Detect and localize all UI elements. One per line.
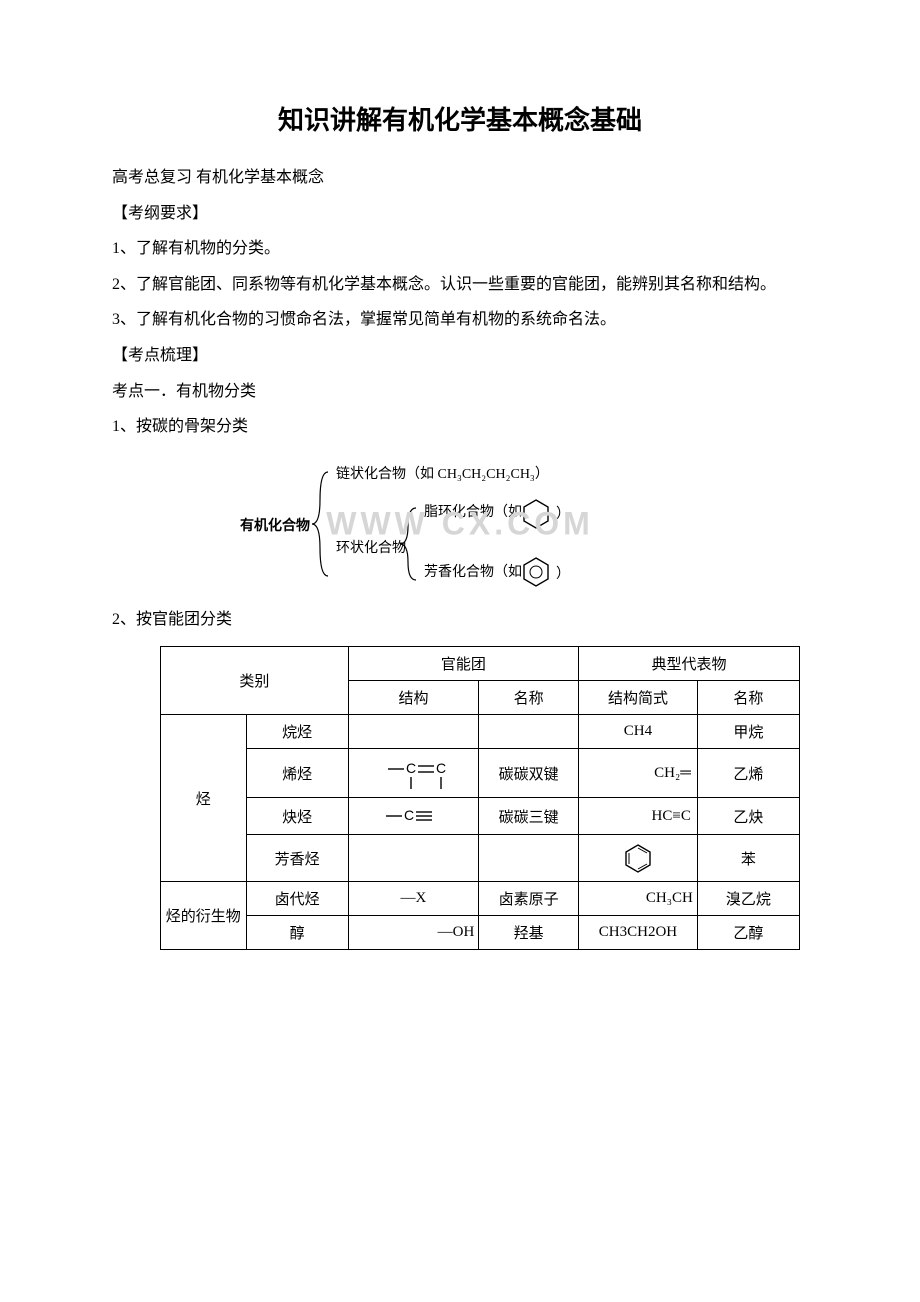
cell-gname: 卤素原子 xyxy=(479,882,579,916)
subtitle: 高考总复习 有机化学基本概念 xyxy=(80,165,840,191)
cell-formula: CH₂═ xyxy=(579,749,698,798)
inner-brace xyxy=(400,508,416,580)
cell-sub: 醇 xyxy=(246,916,348,950)
svg-text:C: C xyxy=(404,807,414,823)
page-title: 知识讲解有机化学基本概念基础 xyxy=(80,100,840,137)
table-row: 炔烃 C 碳碳三键 HC≡C 乙炔 xyxy=(161,798,800,835)
classification-diagram: 有机化合物 链状化合物（如 CH₃CH₂CH₂CH₃） 环状化合物 脂环化合物（… xyxy=(80,452,840,597)
section-requirements-heading: 【考纲要求】 xyxy=(80,201,840,227)
col-structure: 结构 xyxy=(348,681,479,715)
cell-cname: 甲烷 xyxy=(697,715,799,749)
benzene-cell-icon xyxy=(618,841,658,875)
cell-formula: CH4 xyxy=(579,715,698,749)
col-gname: 名称 xyxy=(479,681,579,715)
close-paren-2: ） xyxy=(556,566,570,582)
double-bond-icon: C C xyxy=(374,755,452,791)
cell-gstruct: C xyxy=(348,798,479,835)
table-row: 芳香烃 苯 xyxy=(161,835,800,882)
cell-gname: 碳碳三键 xyxy=(479,798,579,835)
col-formula: 结构简式 xyxy=(579,681,698,715)
point-1: 考点一．有机物分类 xyxy=(80,379,840,405)
requirement-3: 3、了解有机化合物的习惯命名法，掌握常见简单有机物的系统命名法。 xyxy=(80,307,840,333)
cell-sub: 芳香烃 xyxy=(246,835,348,882)
benzene-icon xyxy=(524,558,548,586)
section-outline-heading: 【考点梳理】 xyxy=(80,343,840,369)
cell-gname xyxy=(479,715,579,749)
cell-sub: 烷烃 xyxy=(246,715,348,749)
cell-formula: CH₃CH xyxy=(579,882,698,916)
triple-bond-icon: C xyxy=(374,804,452,828)
cell-sub: 炔烃 xyxy=(246,798,348,835)
cell-gstruct xyxy=(348,715,479,749)
cell-gname xyxy=(479,835,579,882)
cell-gname: 羟基 xyxy=(479,916,579,950)
cell-formula: HC≡C xyxy=(579,798,698,835)
subpoint-1: 1、按碳的骨架分类 xyxy=(80,414,840,440)
cell-formula xyxy=(579,835,698,882)
col-category: 类别 xyxy=(161,647,349,715)
hexagon-icon xyxy=(524,500,548,528)
svg-text:C: C xyxy=(406,760,416,776)
alicyclic-label: 脂环化合物（如 xyxy=(424,504,522,520)
svg-text:C: C xyxy=(436,760,446,776)
requirement-2: 2、了解官能团、同系物等有机化学基本概念。认识一些重要的官能团，能辨别其名称和结… xyxy=(80,272,840,298)
cell-gstruct: —OH xyxy=(348,916,479,950)
cell-cname: 乙烯 xyxy=(697,749,799,798)
aromatic-label: 芳香化合物（如 xyxy=(424,563,522,580)
table-row: 醇 —OH 羟基 CH3CH2OH 乙醇 xyxy=(161,916,800,950)
outer-brace xyxy=(312,472,328,576)
table-row: 烃的衍生物 卤代烃 —X 卤素原子 CH₃CH 溴乙烷 xyxy=(161,882,800,916)
cell-cname: 苯 xyxy=(697,835,799,882)
table-row: 烯烃 C C 碳碳双键 CH₂═ 乙烯 xyxy=(161,749,800,798)
table-row: 烃 烷烃 CH4 甲烷 xyxy=(161,715,800,749)
cell-gname: 碳碳双键 xyxy=(479,749,579,798)
root-label: 有机化合物 xyxy=(240,517,310,534)
cell-gstruct: C C xyxy=(348,749,479,798)
cell-cname: 乙醇 xyxy=(697,916,799,950)
cell-formula: CH3CH2OH xyxy=(579,916,698,950)
cell-gstruct: —X xyxy=(348,882,479,916)
close-paren-1: ） xyxy=(556,506,570,522)
subpoint-2: 2、按官能团分类 xyxy=(80,607,840,633)
cell-cname: 溴乙烷 xyxy=(697,882,799,916)
cell-gstruct xyxy=(348,835,479,882)
ring-label: 环状化合物 xyxy=(336,540,406,556)
cell-sub: 卤代烃 xyxy=(246,882,348,916)
cat-derivative: 烃的衍生物 xyxy=(161,882,247,950)
col-typical: 典型代表物 xyxy=(579,647,800,681)
col-group: 官能团 xyxy=(348,647,578,681)
tree-diagram-svg: 有机化合物 链状化合物（如 CH₃CH₂CH₂CH₃） 环状化合物 脂环化合物（… xyxy=(200,452,720,592)
requirement-1: 1、了解有机物的分类。 xyxy=(80,236,840,262)
functional-group-table: 类别 官能团 典型代表物 结构 名称 结构简式 名称 烃 烷烃 CH4 甲烷 烯… xyxy=(160,646,800,950)
col-cname: 名称 xyxy=(697,681,799,715)
cell-sub: 烯烃 xyxy=(246,749,348,798)
cell-cname: 乙炔 xyxy=(697,798,799,835)
table-header-row-1: 类别 官能团 典型代表物 xyxy=(161,647,800,681)
cat-hydrocarbon: 烃 xyxy=(161,715,247,882)
chain-label: 链状化合物（如 CH₃CH₂CH₂CH₃） xyxy=(336,466,549,482)
